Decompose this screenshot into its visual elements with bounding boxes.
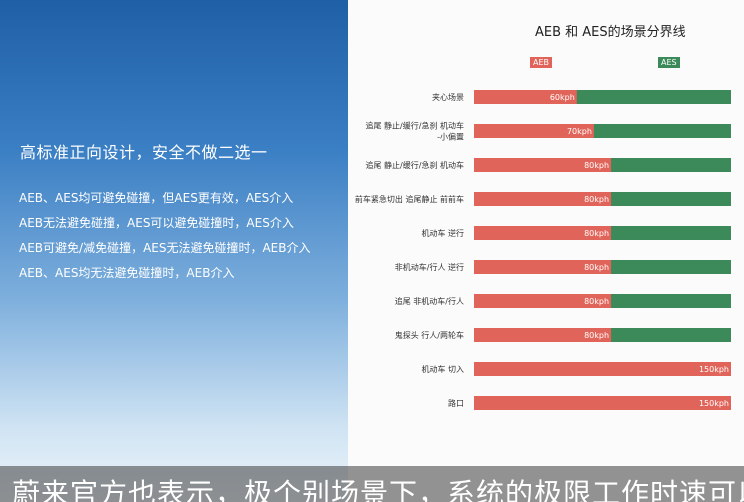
category-label-7: 追尾 非机动车/行人 xyxy=(395,296,464,306)
category-label-5: 机动车 逆行 xyxy=(421,228,464,238)
aeb-bar-8 xyxy=(474,328,612,342)
category-label-6: 非机动车/行人 逆行 xyxy=(395,262,464,272)
value-label-2: 70kph xyxy=(567,127,592,136)
scenario-bar-chart: 60kph 夹心场景 70kph 追尾 静止/缓行/急刹 机动车-小偏置 80kph 追尾… xyxy=(355,90,731,410)
bullet-2: AEB无法避免碰撞，AES可以避免碰撞时，AES介入 xyxy=(19,216,294,230)
bullet-3: AEB可避免/减免碰撞，AES无法避免碰撞时，AEB介入 xyxy=(19,241,311,255)
bullet-list: AEB、AES均可避免碰撞，但AES更有效，AES介入 AEB无法避免碰撞，AE… xyxy=(19,190,334,290)
headline: 高标准正向设计，安全不做二选一 xyxy=(20,143,268,162)
aeb-bar-6 xyxy=(474,260,612,274)
category-label-2: 追尾 静止/缓行/急刹 机动车-小偏置 xyxy=(366,121,464,142)
subtitle-bar: 蔚来官方也表示，极个别场景下，系统的极限工作时速可以 xyxy=(0,466,744,502)
bullet-1: AEB、AES均可避免碰撞，但AES更有效，AES介入 xyxy=(19,191,294,205)
aeb-bar-9 xyxy=(474,362,731,376)
category-label-9: 机动车 切入 xyxy=(421,364,464,374)
legend-aes: AES xyxy=(658,57,680,68)
category-label-1: 夹心场景 xyxy=(432,92,464,102)
left-panel: 高标准正向设计，安全不做二选一 AEB、AES均可避免碰撞，但AES更有效，AE… xyxy=(0,0,348,502)
value-label-8: 80kph xyxy=(584,331,609,340)
category-label-3: 追尾 静止/缓行/急刹 机动车 xyxy=(366,160,464,170)
subtitle-text: 蔚来官方也表示，极个别场景下，系统的极限工作时速可以 xyxy=(12,477,744,502)
legend-aeb: AEB xyxy=(530,57,553,68)
aeb-bar-7 xyxy=(474,294,612,308)
aeb-bar-4 xyxy=(474,192,612,206)
category-label-4: 前车紧急切出 追尾静止 前前车 xyxy=(355,194,464,204)
value-label-7: 80kph xyxy=(584,297,609,306)
category-label-10: 路口 xyxy=(448,398,464,408)
value-label-6: 80kph xyxy=(584,263,609,272)
chart-panel xyxy=(348,0,744,502)
value-label-4: 80kph xyxy=(584,195,609,204)
value-label-9: 150kph xyxy=(699,365,729,374)
aeb-bar-5 xyxy=(474,226,612,240)
value-label-1: 60kph xyxy=(550,93,575,102)
aeb-bar-3 xyxy=(474,158,612,172)
value-label-10: 150kph xyxy=(699,399,729,408)
aeb-bar-2 xyxy=(474,124,594,138)
value-label-3: 80kph xyxy=(584,161,609,170)
value-label-5: 80kph xyxy=(584,229,609,238)
bullet-4: AEB、AES均无法避免碰撞时，AEB介入 xyxy=(19,266,235,280)
chart-title: AEB 和 AES的场景分界线 xyxy=(535,25,686,40)
aeb-bar-1 xyxy=(474,90,577,104)
category-label-8: 鬼探头 行人/两轮车 xyxy=(395,330,464,340)
aeb-bar-10 xyxy=(474,396,731,410)
